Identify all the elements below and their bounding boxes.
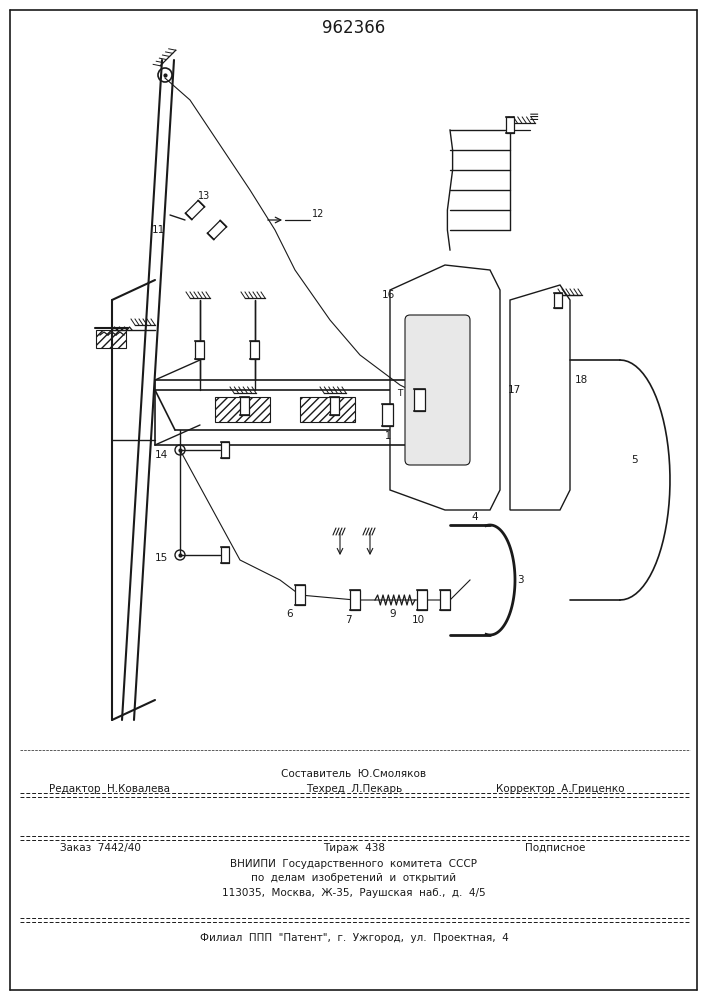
Text: ≡: ≡: [529, 111, 539, 124]
Polygon shape: [382, 404, 394, 426]
Text: 12: 12: [312, 209, 325, 219]
Polygon shape: [250, 341, 259, 359]
Text: по  делам  изобретений  и  открытий: по делам изобретений и открытий: [252, 873, 457, 883]
Text: Редактор  Н.Ковалева: Редактор Н.Ковалева: [49, 784, 170, 794]
Text: 113035,  Москва,  Ж-35,  Раушская  наб.,  д.  4/5: 113035, Москва, Ж-35, Раушская наб., д. …: [222, 888, 486, 898]
Bar: [96, 330, 126, 348]
Text: Филиал  ППП  "Патент",  г.  Ужгород,  ул.  Проектная,  4: Филиал ППП "Патент", г. Ужгород, ул. Про…: [199, 933, 508, 943]
Text: Тираж  438: Тираж 438: [323, 843, 385, 853]
Text: 13: 13: [198, 191, 210, 201]
Polygon shape: [196, 341, 204, 359]
Text: 16: 16: [382, 290, 395, 300]
Text: Корректор  А.Гриценко: Корректор А.Гриценко: [496, 784, 624, 794]
Text: Составитель  Ю.Смоляков: Составитель Ю.Смоляков: [281, 769, 426, 779]
Text: T: T: [397, 388, 403, 397]
Text: 10: 10: [411, 615, 425, 625]
Bar: [215, 397, 270, 422]
Text: 15: 15: [155, 553, 168, 563]
Text: 2: 2: [421, 380, 427, 390]
Polygon shape: [350, 590, 360, 610]
Polygon shape: [295, 585, 305, 605]
Polygon shape: [207, 220, 226, 240]
Text: 11: 11: [152, 225, 165, 235]
Text: 5: 5: [631, 455, 638, 465]
Text: 18: 18: [575, 375, 588, 385]
Text: 14: 14: [155, 450, 168, 460]
Polygon shape: [221, 442, 229, 458]
Text: 6: 6: [286, 609, 293, 619]
Text: ВНИИПИ  Государственного  комитета  СССР: ВНИИПИ Государственного комитета СССР: [230, 859, 477, 869]
Text: 1: 1: [385, 431, 391, 441]
Text: Заказ  7442/40: Заказ 7442/40: [59, 843, 141, 853]
Polygon shape: [240, 397, 250, 415]
Polygon shape: [554, 292, 562, 308]
Polygon shape: [417, 590, 427, 610]
Text: 7: 7: [345, 615, 351, 625]
Text: 9: 9: [390, 609, 397, 619]
Polygon shape: [506, 117, 514, 133]
Bar: [300, 397, 355, 422]
Polygon shape: [510, 285, 570, 510]
Text: 4: 4: [472, 512, 479, 522]
Polygon shape: [330, 397, 339, 415]
Text: 17: 17: [508, 385, 521, 395]
Polygon shape: [185, 200, 204, 220]
Polygon shape: [414, 389, 426, 411]
FancyBboxPatch shape: [405, 315, 470, 465]
Polygon shape: [440, 590, 450, 610]
Text: 3: 3: [517, 575, 523, 585]
Polygon shape: [221, 547, 229, 563]
Text: 962366: 962366: [322, 19, 385, 37]
Text: Техред  Л.Пекарь: Техред Л.Пекарь: [306, 784, 402, 794]
Polygon shape: [390, 265, 500, 510]
Text: Подписное: Подписное: [525, 843, 585, 853]
